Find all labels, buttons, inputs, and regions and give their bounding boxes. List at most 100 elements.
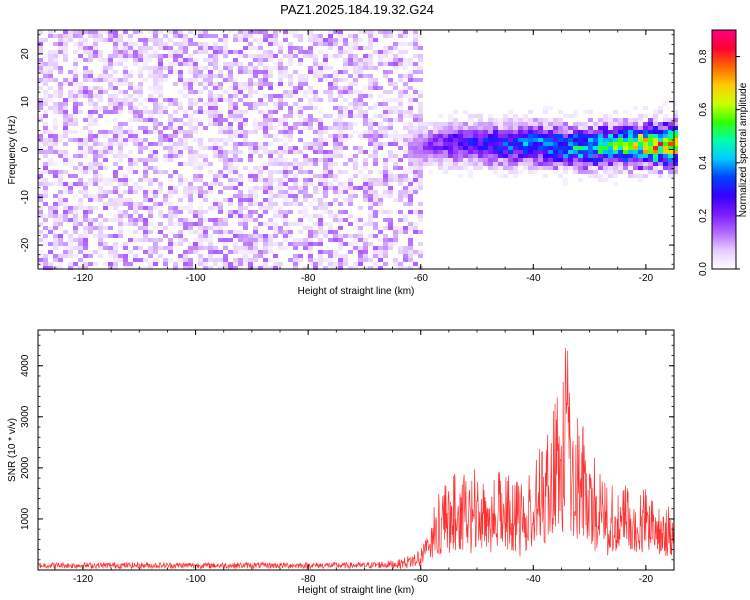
spectrogram-cell bbox=[353, 154, 358, 158]
spectrogram-cell bbox=[208, 254, 213, 258]
spectrogram-cell bbox=[328, 134, 333, 138]
spectrogram-cell bbox=[408, 198, 413, 202]
spectrogram-cell bbox=[443, 154, 448, 158]
spectrogram-cell bbox=[63, 106, 68, 110]
spectrogram-cell bbox=[283, 190, 288, 194]
spectrogram-cell bbox=[53, 246, 58, 250]
spectrogram-cell bbox=[238, 38, 243, 42]
spectrogram-cell bbox=[188, 82, 193, 86]
spectrogram-cell bbox=[333, 266, 338, 270]
spectrogram-cell bbox=[98, 142, 103, 146]
spectrogram-cell bbox=[238, 90, 243, 94]
spectrogram-cell bbox=[463, 130, 468, 134]
spectrogram-cell bbox=[513, 166, 518, 170]
spectrogram-cell bbox=[113, 94, 118, 98]
spectrogram-cell bbox=[223, 46, 228, 50]
spectrogram-cell bbox=[398, 74, 403, 78]
spectrogram-cell bbox=[203, 146, 208, 150]
spectrogram-cell bbox=[173, 62, 178, 66]
spectrogram-cell bbox=[93, 34, 98, 38]
spectrogram-cell bbox=[153, 126, 158, 130]
spectrogram-cell bbox=[63, 162, 68, 166]
spectrogram-cell bbox=[163, 66, 168, 70]
spectrogram-cell bbox=[48, 74, 53, 78]
spectrogram-cell bbox=[428, 158, 433, 162]
spectrogram-cell bbox=[393, 42, 398, 46]
spectrogram-cell bbox=[188, 102, 193, 106]
spectrogram-cell bbox=[368, 138, 373, 142]
spectrogram-cell bbox=[468, 162, 473, 166]
spectrogram-cell bbox=[488, 122, 493, 126]
spectrogram-cell bbox=[213, 122, 218, 126]
spectrogram-cell bbox=[233, 214, 238, 218]
spectrogram-cell bbox=[318, 250, 323, 254]
spectrogram-cell bbox=[593, 134, 598, 138]
spectrogram-cell bbox=[203, 110, 208, 114]
spectrogram-cell bbox=[98, 214, 103, 218]
spectrogram-cell bbox=[218, 218, 223, 222]
spectrogram-cell bbox=[108, 102, 113, 106]
spectrogram-cell bbox=[118, 58, 123, 62]
spectrogram-cell bbox=[143, 218, 148, 222]
spectrogram-cell bbox=[343, 170, 348, 174]
spectrogram-cell bbox=[208, 242, 213, 246]
spectrogram-cell bbox=[133, 238, 138, 242]
spectrogram-cell bbox=[308, 146, 313, 150]
spectrogram-cell bbox=[488, 150, 493, 154]
spectrogram-cell bbox=[78, 182, 83, 186]
spectrogram-cell bbox=[413, 142, 418, 146]
spectrogram-cell bbox=[193, 50, 198, 54]
spectrogram-cell bbox=[398, 262, 403, 266]
spectrogram-cell bbox=[358, 110, 363, 114]
spectrogram-cell bbox=[98, 34, 103, 38]
spectrogram-cell bbox=[363, 258, 368, 262]
spectrogram-cell bbox=[388, 30, 393, 34]
spectrogram-cell bbox=[313, 158, 318, 162]
x-tick-label: -120 bbox=[73, 273, 93, 284]
spectrogram-cell bbox=[493, 150, 498, 154]
spectrogram-cell bbox=[93, 118, 98, 122]
spectrogram-cell bbox=[363, 122, 368, 126]
spectrogram-cell bbox=[243, 46, 248, 50]
spectrogram-cell bbox=[458, 166, 463, 170]
spectrogram-cell bbox=[343, 66, 348, 70]
spectrogram-cell bbox=[433, 122, 438, 126]
spectrogram-cell bbox=[498, 174, 503, 178]
spectrogram-cell bbox=[368, 266, 373, 270]
spectrogram-cell bbox=[38, 250, 43, 254]
spectrogram-cell bbox=[118, 38, 123, 42]
spectrogram-cell bbox=[143, 126, 148, 130]
spectrogram-cell bbox=[213, 42, 218, 46]
spectrogram-cell bbox=[168, 246, 173, 250]
spectrogram-cell bbox=[288, 194, 293, 198]
spectrogram-cell bbox=[558, 174, 563, 178]
spectrogram-cell bbox=[418, 122, 423, 126]
spectrogram-cell bbox=[508, 158, 513, 162]
spectrogram-cell bbox=[263, 198, 268, 202]
spectrogram-cell bbox=[68, 122, 73, 126]
spectrogram-cell bbox=[278, 158, 283, 162]
spectrogram-cell bbox=[448, 130, 453, 134]
spectrogram-cell bbox=[333, 186, 338, 190]
spectrogram-cell bbox=[263, 146, 268, 150]
spectrogram-cell bbox=[443, 130, 448, 134]
spectrogram-cell bbox=[403, 246, 408, 250]
spectrogram-cell bbox=[263, 118, 268, 122]
spectrogram-cell bbox=[258, 142, 263, 146]
spectrogram-cell bbox=[608, 154, 613, 158]
spectrogram-cell bbox=[68, 238, 73, 242]
spectrogram-cell bbox=[128, 46, 133, 50]
spectrogram-cell bbox=[228, 102, 233, 106]
spectrogram-cell bbox=[203, 30, 208, 34]
spectrogram-cell bbox=[243, 226, 248, 230]
spectrogram-cell bbox=[313, 66, 318, 70]
spectrogram-cell bbox=[128, 206, 133, 210]
spectrogram-cell bbox=[268, 202, 273, 206]
spectrogram-cell bbox=[168, 178, 173, 182]
spectrogram-cell bbox=[58, 218, 63, 222]
spectrogram-cell bbox=[118, 126, 123, 130]
spectrogram-cell bbox=[438, 150, 443, 154]
spectrogram-cell bbox=[653, 130, 658, 134]
spectrogram-cell bbox=[413, 130, 418, 134]
spectrogram-cell bbox=[43, 214, 48, 218]
